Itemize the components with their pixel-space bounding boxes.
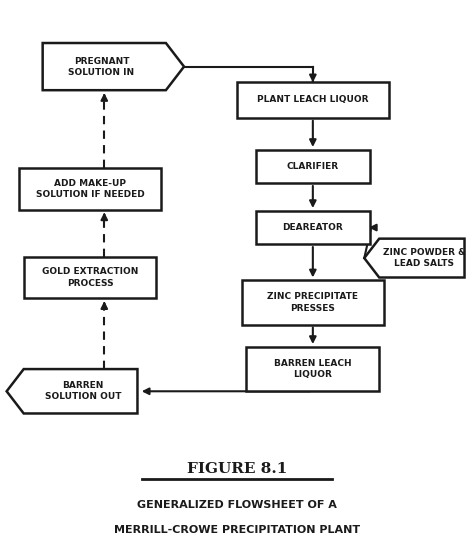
Text: GENERALIZED FLOWSHEET OF A: GENERALIZED FLOWSHEET OF A (137, 500, 337, 510)
FancyBboxPatch shape (237, 82, 389, 118)
Polygon shape (365, 239, 465, 278)
Text: DEAREATOR: DEAREATOR (283, 223, 343, 232)
Text: ADD MAKE-UP
SOLUTION IF NEEDED: ADD MAKE-UP SOLUTION IF NEEDED (36, 179, 145, 199)
Text: ZINC POWDER &
LEAD SALTS: ZINC POWDER & LEAD SALTS (383, 248, 465, 268)
FancyBboxPatch shape (246, 347, 379, 391)
Text: PLANT LEACH LIQUOR: PLANT LEACH LIQUOR (257, 95, 369, 104)
FancyBboxPatch shape (256, 211, 370, 244)
Text: CLARIFIER: CLARIFIER (287, 162, 339, 171)
Text: BARREN
SOLUTION OUT: BARREN SOLUTION OUT (45, 381, 121, 401)
Text: GOLD EXTRACTION
PROCESS: GOLD EXTRACTION PROCESS (42, 268, 138, 287)
FancyBboxPatch shape (256, 150, 370, 183)
Polygon shape (7, 369, 137, 413)
Text: MERRILL-CROWE PRECIPITATION PLANT: MERRILL-CROWE PRECIPITATION PLANT (114, 525, 360, 535)
Text: FIGURE 8.1: FIGURE 8.1 (187, 462, 287, 476)
Text: BARREN LEACH
LIQUOR: BARREN LEACH LIQUOR (274, 359, 352, 379)
FancyBboxPatch shape (19, 168, 161, 209)
FancyBboxPatch shape (24, 256, 156, 299)
FancyBboxPatch shape (242, 280, 384, 325)
Text: PREGNANT
SOLUTION IN: PREGNANT SOLUTION IN (69, 57, 135, 77)
Polygon shape (43, 43, 184, 90)
Text: ZINC PRECIPITATE
PRESSES: ZINC PRECIPITATE PRESSES (267, 292, 358, 312)
